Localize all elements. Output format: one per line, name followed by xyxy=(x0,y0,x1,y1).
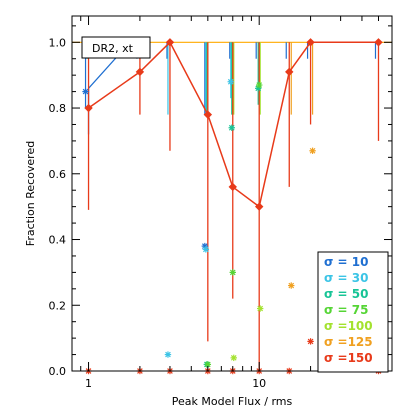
series-point xyxy=(164,351,172,358)
legend: σ = 10 σ = 30 σ = 50 σ = 75 σ =100 σ =125 σ =1… xyxy=(317,251,389,373)
y-axis-title: Fraction Recovered xyxy=(24,141,37,246)
y-tick-label: 0.2 xyxy=(49,299,67,312)
star-stroke xyxy=(227,78,234,85)
series-point xyxy=(285,67,294,77)
legend-item: σ = 50 xyxy=(324,287,368,301)
annotation-text: DR2, xt xyxy=(92,42,134,55)
star-stroke xyxy=(230,355,237,361)
axes-layer: 0.0 0.2 0.4 0.6 0.8 1.0 1 10 xyxy=(49,16,393,390)
star-stroke xyxy=(288,282,295,289)
series-point xyxy=(254,202,264,211)
plot-frame xyxy=(71,15,393,372)
series-point xyxy=(135,67,145,77)
series-point xyxy=(306,38,315,47)
series-point xyxy=(165,38,175,47)
star-stroke xyxy=(307,338,314,345)
series-point xyxy=(374,38,383,47)
legend-item: σ =150 xyxy=(324,351,373,365)
series-point xyxy=(229,269,236,276)
legend-item: σ = 10 xyxy=(324,255,368,269)
series-point xyxy=(288,282,295,289)
star-stroke xyxy=(205,361,211,368)
series-point xyxy=(309,147,316,154)
legend-item: σ =125 xyxy=(324,335,373,349)
y-tick-label: 0.4 xyxy=(49,234,67,247)
x-axis-title: Peak Model Flux / rms xyxy=(172,395,293,408)
star-stroke xyxy=(165,351,171,358)
annotation-box: DR2, xt xyxy=(81,36,151,59)
star-stroke xyxy=(202,243,208,249)
y-tick-label: 0.6 xyxy=(49,168,67,181)
series-point-extra xyxy=(307,338,314,345)
series-point xyxy=(228,182,237,192)
series-point xyxy=(82,88,89,95)
x-tick-label: 1 xyxy=(85,377,92,390)
star-stroke xyxy=(229,269,236,276)
series-point xyxy=(227,78,234,85)
legend-item: σ = 30 xyxy=(324,271,368,285)
series-point xyxy=(255,81,263,89)
y-tick-label: 1.0 xyxy=(49,36,67,49)
series-point xyxy=(202,246,210,253)
star-stroke xyxy=(309,147,316,154)
star-stroke xyxy=(228,124,235,131)
legend-box xyxy=(317,251,389,373)
series-point xyxy=(256,305,264,312)
y-tick-label: 0.8 xyxy=(49,102,67,115)
legend-item: σ = 75 xyxy=(324,303,368,317)
series-point xyxy=(84,103,93,113)
star-stroke xyxy=(256,82,263,88)
series-point xyxy=(228,124,235,131)
annotation-rect xyxy=(81,36,151,59)
legend-item: σ =100 xyxy=(324,319,373,333)
star-stroke xyxy=(203,246,209,253)
series-point xyxy=(203,110,213,119)
star-stroke xyxy=(82,88,89,95)
x-tick-label: 10 xyxy=(252,377,266,390)
y-tick-label: 0.0 xyxy=(49,365,67,378)
star-stroke xyxy=(257,305,264,312)
series-point xyxy=(230,354,237,362)
